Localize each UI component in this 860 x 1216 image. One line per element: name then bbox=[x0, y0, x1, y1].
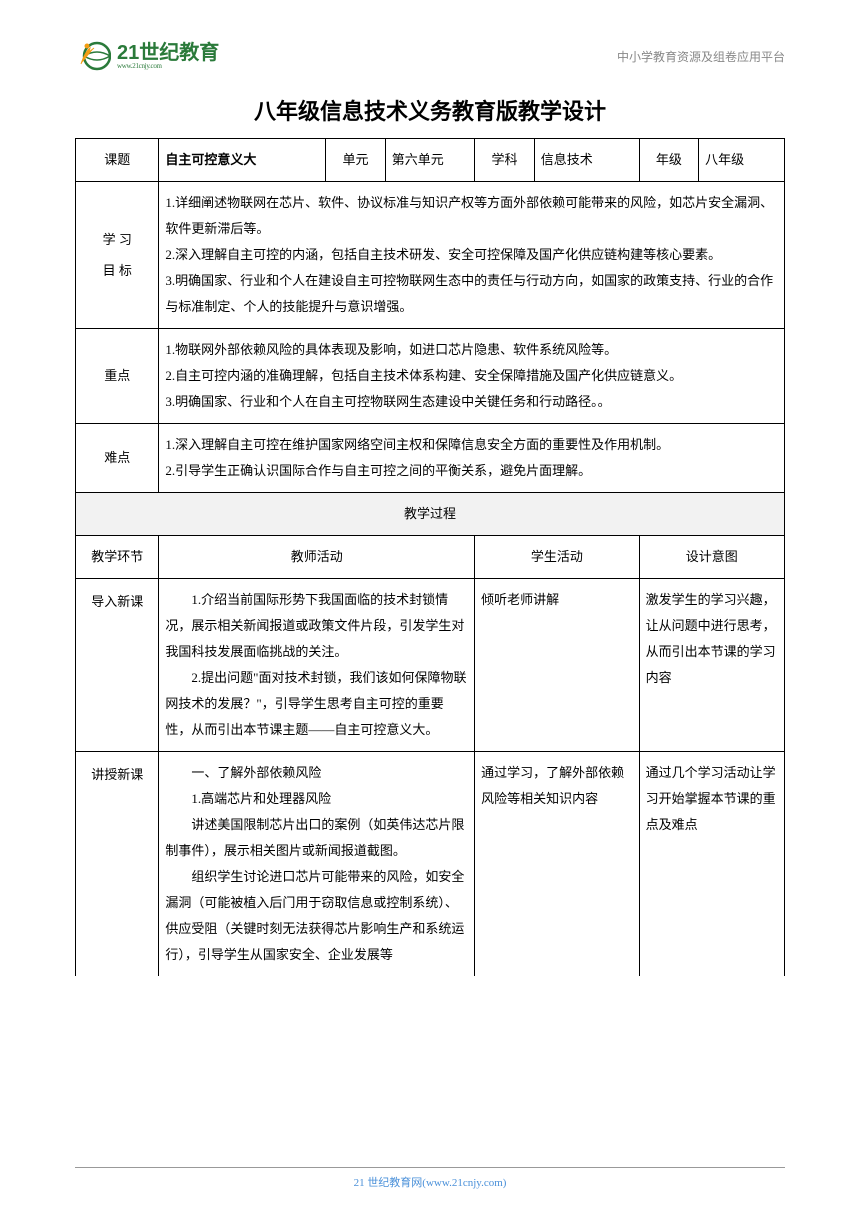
objectives-content: 1.详细阐述物联网在芯片、软件、协议标准与知识产权等方面外部依赖可能带来的风险，… bbox=[159, 182, 785, 329]
objective-item: 1.详细阐述物联网在芯片、软件、协议标准与知识产权等方面外部依赖可能带来的风险，… bbox=[165, 190, 778, 242]
page-header: 21世纪教育 www.21cnjy.com 中小学教育资源及组卷应用平台 bbox=[75, 38, 785, 74]
intro-teacher-item: 1.介绍当前国际形势下我国面临的技术封锁情况，展示相关新闻报道或政策文件片段，引… bbox=[165, 587, 468, 665]
footer-divider bbox=[75, 1167, 785, 1168]
teach-body-item: 组织学生讨论进口芯片可能带来的风险，如安全漏洞（可能被植入后门用于窃取信息或控制… bbox=[165, 864, 468, 968]
difficult-item: 2.引导学生正确认识国际合作与自主可控之间的平衡关系，避免片面理解。 bbox=[165, 458, 778, 484]
keypoint-item: 3.明确国家、行业和个人在自主可控物联网生态建设中关键任务和行动路径。。 bbox=[165, 389, 778, 415]
col-teacher: 教师活动 bbox=[159, 536, 475, 579]
col-student: 学生活动 bbox=[475, 536, 639, 579]
grade-label: 年级 bbox=[639, 139, 699, 182]
keypoints-content: 1.物联网外部依赖风险的具体表现及影响，如进口芯片隐患、软件系统风险等。 2.自… bbox=[159, 329, 785, 424]
difficult-item: 1.深入理解自主可控在维护国家网络空间主权和保障信息安全方面的重要性及作用机制。 bbox=[165, 432, 778, 458]
process-header: 教学过程 bbox=[76, 493, 785, 536]
unit-value: 第六单元 bbox=[385, 139, 474, 182]
keypoints-row: 重点 1.物联网外部依赖风险的具体表现及影响，如进口芯片隐患、软件系统风险等。 … bbox=[76, 329, 785, 424]
intro-teacher: 1.介绍当前国际形势下我国面临的技术封锁情况，展示相关新闻报道或政策文件片段，引… bbox=[159, 579, 475, 752]
objective-item: 3.明确国家、行业和个人在建设自主可控物联网生态中的责任与行动方向，如国家的政策… bbox=[165, 268, 778, 320]
logo: 21世纪教育 www.21cnjy.com bbox=[75, 38, 219, 74]
keypoints-label: 重点 bbox=[76, 329, 159, 424]
teach-stage: 讲授新课 bbox=[76, 752, 159, 977]
objectives-label: 学 习目 标 bbox=[76, 182, 159, 329]
col-stage: 教学环节 bbox=[76, 536, 159, 579]
difficult-label: 难点 bbox=[76, 424, 159, 493]
keypoint-item: 2.自主可控内涵的准确理解，包括自主技术体系构建、安全保障措施及国产化供应链意义… bbox=[165, 363, 778, 389]
teach-teacher: 一、了解外部依赖风险 1.高端芯片和处理器风险 讲述美国限制芯片出口的案例（如英… bbox=[159, 752, 475, 977]
header-subtitle: 中小学教育资源及组卷应用平台 bbox=[617, 48, 785, 65]
process-header-row: 教学过程 bbox=[76, 493, 785, 536]
page-title: 八年级信息技术义务教育版教学设计 bbox=[75, 94, 785, 126]
topic-value: 自主可控意义大 bbox=[159, 139, 326, 182]
subject-label: 学科 bbox=[475, 139, 535, 182]
teach-heading: 一、了解外部依赖风险 bbox=[165, 760, 468, 786]
objectives-row: 学 习目 标 1.详细阐述物联网在芯片、软件、协议标准与知识产权等方面外部依赖可… bbox=[76, 182, 785, 329]
intro-row: 导入新课 1.介绍当前国际形势下我国面临的技术封锁情况，展示相关新闻报道或政策文… bbox=[76, 579, 785, 752]
objective-item: 2.深入理解自主可控的内涵，包括自主技术研发、安全可控保障及国产化供应链构建等核… bbox=[165, 242, 778, 268]
logo-text: 21世纪教育 www.21cnjy.com bbox=[117, 43, 219, 70]
meta-row: 课题 自主可控意义大 单元 第六单元 学科 信息技术 年级 八年级 bbox=[76, 139, 785, 182]
intro-stage: 导入新课 bbox=[76, 579, 159, 752]
intro-student: 倾听老师讲解 bbox=[475, 579, 639, 752]
col-intent: 设计意图 bbox=[639, 536, 784, 579]
logo-cn: 21世纪教育 bbox=[117, 43, 219, 63]
grade-value: 八年级 bbox=[699, 139, 785, 182]
difficult-content: 1.深入理解自主可控在维护国家网络空间主权和保障信息安全方面的重要性及作用机制。… bbox=[159, 424, 785, 493]
teach-student: 通过学习，了解外部依赖风险等相关知识内容 bbox=[475, 752, 639, 977]
process-columns-row: 教学环节 教师活动 学生活动 设计意图 bbox=[76, 536, 785, 579]
footer-text: 21 世纪教育网(www.21cnjy.com) bbox=[354, 1177, 507, 1189]
teach-sub: 1.高端芯片和处理器风险 bbox=[165, 786, 468, 812]
subject-value: 信息技术 bbox=[534, 139, 639, 182]
unit-label: 单元 bbox=[326, 139, 386, 182]
teach-intent: 通过几个学习活动让学习开始掌握本节课的重点及难点 bbox=[639, 752, 784, 977]
difficult-row: 难点 1.深入理解自主可控在维护国家网络空间主权和保障信息安全方面的重要性及作用… bbox=[76, 424, 785, 493]
lesson-plan-table: 课题 自主可控意义大 单元 第六单元 学科 信息技术 年级 八年级 学 习目 标… bbox=[75, 138, 785, 976]
page-footer: 21 世纪教育网(www.21cnjy.com) bbox=[0, 1167, 860, 1190]
logo-en: www.21cnjy.com bbox=[117, 63, 219, 70]
intro-intent: 激发学生的学习兴趣，让从问题中进行思考，从而引出本节课的学习内容 bbox=[639, 579, 784, 752]
logo-icon bbox=[75, 38, 111, 74]
teach-row: 讲授新课 一、了解外部依赖风险 1.高端芯片和处理器风险 讲述美国限制芯片出口的… bbox=[76, 752, 785, 977]
keypoint-item: 1.物联网外部依赖风险的具体表现及影响，如进口芯片隐患、软件系统风险等。 bbox=[165, 337, 778, 363]
teach-body-item: 讲述美国限制芯片出口的案例（如英伟达芯片限制事件），展示相关图片或新闻报道截图。 bbox=[165, 812, 468, 864]
intro-teacher-item: 2.提出问题"面对技术封锁，我们该如何保障物联网技术的发展？"，引导学生思考自主… bbox=[165, 665, 468, 743]
topic-label: 课题 bbox=[76, 139, 159, 182]
